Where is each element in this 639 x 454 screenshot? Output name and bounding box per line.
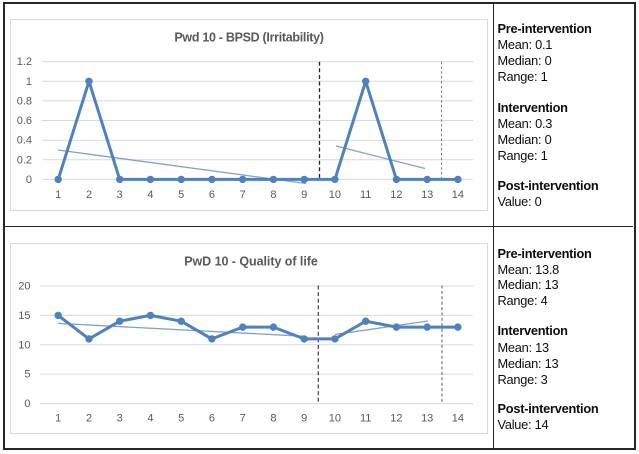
svg-text:13: 13 [421, 413, 433, 425]
svg-text:6: 6 [209, 413, 215, 425]
svg-text:7: 7 [240, 413, 246, 425]
svg-text:5: 5 [178, 189, 184, 201]
svg-text:14: 14 [452, 413, 464, 425]
svg-text:2: 2 [86, 413, 92, 425]
svg-text:10: 10 [329, 413, 341, 425]
svg-text:14: 14 [452, 189, 464, 201]
svg-text:12: 12 [390, 413, 402, 425]
svg-text:1: 1 [55, 413, 61, 425]
svg-text:Pwd 10 - BPSD (Irritability): Pwd 10 - BPSD (Irritability) [174, 31, 323, 45]
svg-text:10: 10 [329, 189, 341, 201]
svg-text:20: 20 [18, 281, 30, 293]
svg-text:5: 5 [24, 369, 30, 381]
svg-text:2: 2 [86, 189, 92, 201]
svg-text:0: 0 [24, 398, 30, 410]
svg-text:1: 1 [26, 76, 32, 88]
svg-text:0.4: 0.4 [17, 135, 32, 147]
svg-text:11: 11 [360, 189, 371, 201]
svg-text:1: 1 [55, 189, 61, 201]
svg-text:11: 11 [360, 413, 371, 425]
svg-text:3: 3 [117, 413, 123, 425]
svg-text:9: 9 [301, 189, 307, 201]
svg-text:8: 8 [270, 189, 276, 201]
svg-text:5: 5 [178, 413, 184, 425]
svg-text:12: 12 [390, 189, 402, 201]
svg-text:0: 0 [26, 174, 32, 186]
svg-text:0.2: 0.2 [17, 154, 32, 166]
svg-text:1.2: 1.2 [17, 56, 32, 68]
svg-text:4: 4 [147, 413, 153, 425]
svg-text:6: 6 [209, 189, 215, 201]
svg-text:7: 7 [240, 189, 246, 201]
svg-text:15: 15 [18, 310, 30, 322]
svg-text:0.6: 0.6 [17, 115, 32, 127]
svg-text:4: 4 [147, 189, 153, 201]
svg-text:9: 9 [301, 413, 307, 425]
svg-text:8: 8 [270, 413, 276, 425]
svg-text:PwD 10 - Quality of life: PwD 10 - Quality of life [184, 255, 318, 269]
svg-text:10: 10 [18, 339, 30, 351]
svg-text:3: 3 [117, 189, 123, 201]
svg-text:13: 13 [421, 189, 433, 201]
svg-text:0.8: 0.8 [17, 95, 32, 107]
